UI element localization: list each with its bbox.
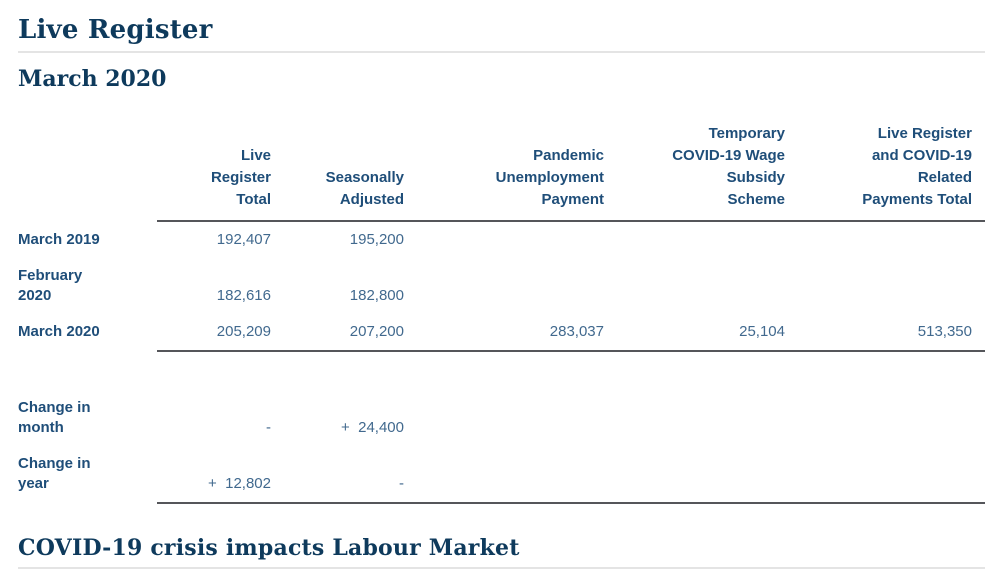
column-header-seasonally-adjusted: Seasonally Adjusted bbox=[325, 169, 404, 208]
row-label: Change in month bbox=[18, 399, 91, 436]
table-row-march-2019: March 2019 192,407 195,200 bbox=[18, 222, 985, 258]
page-title: Live Register bbox=[18, 15, 213, 45]
cell-seasonally-adjusted: + 24,400 bbox=[341, 419, 404, 436]
column-header-temporary-covid19-wage-subsidy-scheme: Temporary COVID-19 Wage Subsidy Scheme bbox=[672, 125, 785, 208]
table-row-change-in-month: Change in month - + 24,400 bbox=[18, 390, 985, 446]
cell-pandemic-unemployment-payment: 283,037 bbox=[549, 323, 604, 340]
row-label: March 2020 bbox=[18, 323, 100, 340]
cell-seasonally-adjusted: 195,200 bbox=[349, 231, 404, 248]
row-label: February 2020 bbox=[18, 267, 83, 304]
table-rule-header bbox=[157, 220, 985, 222]
row-label: Change in year bbox=[18, 455, 91, 492]
column-header-pandemic-unemployment-payment: Pandemic Unemployment Payment bbox=[495, 147, 604, 208]
table-header-row: Live Register Total Seasonally Adjusted … bbox=[18, 123, 985, 211]
cell-seasonally-adjusted: - bbox=[399, 475, 404, 492]
cell-related-payments-total: 513,350 bbox=[917, 323, 972, 340]
page-subtitle: March 2020 bbox=[18, 66, 167, 92]
cell-seasonally-adjusted: 207,200 bbox=[349, 323, 404, 340]
column-header-live-register-total: Live Register Total bbox=[210, 147, 271, 208]
section-heading-covid19-labour-market: COVID-19 crisis impacts Labour Market bbox=[18, 535, 520, 561]
title-divider bbox=[18, 51, 985, 53]
section-divider bbox=[18, 567, 985, 569]
cell-wage-subsidy-scheme: 25,104 bbox=[739, 323, 785, 340]
cell-live-register-total: + 12,802 bbox=[208, 475, 271, 492]
table-rule-bottom bbox=[157, 502, 985, 504]
cell-live-register-total: 205,209 bbox=[216, 323, 271, 340]
table-row-march-2020: March 2020 205,209 207,200 283,037 25,10… bbox=[18, 314, 985, 350]
row-label: March 2019 bbox=[18, 231, 100, 248]
table-row-february-2020: February 2020 182,616 182,800 bbox=[18, 258, 985, 314]
cell-live-register-total: 182,616 bbox=[216, 287, 271, 304]
column-header-live-register-covid19-related-payments-total: Live Register and COVID-19 Related Payme… bbox=[862, 125, 972, 208]
cell-live-register-total: - bbox=[266, 419, 271, 436]
cell-live-register-total: 192,407 bbox=[216, 231, 271, 248]
table-row-change-in-year: Change in year + 12,802 - bbox=[18, 446, 985, 502]
cell-seasonally-adjusted: 182,800 bbox=[349, 287, 404, 304]
table-rule-mid bbox=[157, 350, 985, 352]
live-register-table: Live Register Total Seasonally Adjusted … bbox=[18, 123, 985, 504]
